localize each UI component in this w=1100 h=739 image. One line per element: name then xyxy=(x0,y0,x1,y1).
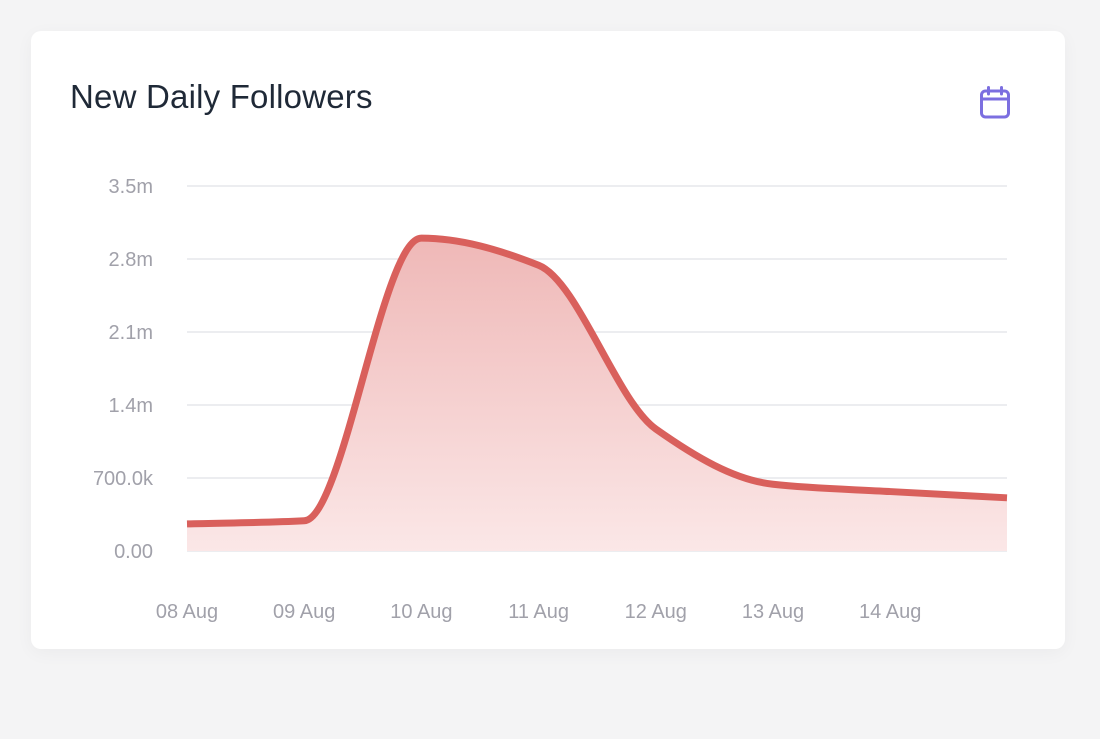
data-point xyxy=(418,235,425,242)
series-line xyxy=(186,234,1008,528)
chart-title: New Daily Followers xyxy=(70,78,373,115)
data-point xyxy=(652,425,659,432)
data-point xyxy=(770,481,777,488)
y-tick-label: 3.5m xyxy=(109,176,153,198)
x-axis-ticks: 08 Aug 09 Aug 10 Aug 11 Aug 12 Aug 13 Aug 14 A… xyxy=(156,601,921,623)
y-axis-ticks: 0.00 700.0k 1.4m 2.1m 2.8m 3.5m xyxy=(93,176,154,563)
x-tick-label: 14 Aug xyxy=(859,601,921,623)
x-tick-label: 10 Aug xyxy=(390,601,452,623)
series-area-fill xyxy=(187,238,1007,551)
series-followers xyxy=(184,234,1011,551)
data-point xyxy=(535,262,542,269)
data-point xyxy=(301,517,308,524)
data-point xyxy=(184,520,191,527)
x-tick-label: 11 Aug xyxy=(508,601,569,623)
calendar-icon xyxy=(980,86,1010,119)
calendar-button[interactable] xyxy=(975,83,1015,123)
y-tick-label: 1.4m xyxy=(109,395,153,417)
y-tick-label: 2.1m xyxy=(109,322,153,344)
x-tick-label: 09 Aug xyxy=(273,601,335,623)
x-tick-label: 08 Aug xyxy=(156,601,218,623)
y-tick-label: 2.8m xyxy=(109,249,153,271)
x-tick-label: 13 Aug xyxy=(742,601,804,623)
x-tick-label: 12 Aug xyxy=(625,601,687,623)
data-point xyxy=(887,488,894,495)
y-tick-label: 0.00 xyxy=(114,541,153,563)
data-point xyxy=(1004,494,1011,501)
y-tick-label: 700.0k xyxy=(93,468,154,490)
